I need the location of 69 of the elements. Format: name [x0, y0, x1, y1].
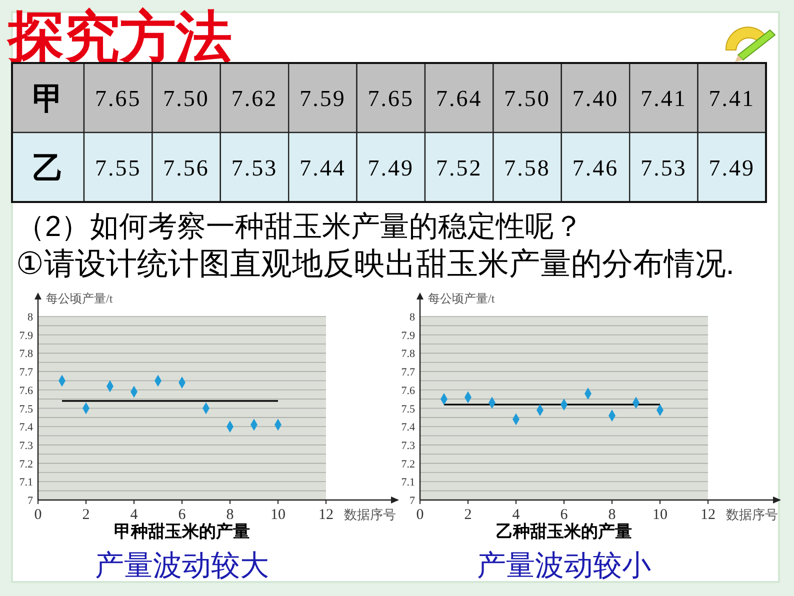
y-tick-label: 7.9 [401, 330, 416, 342]
text: ①请设计统计图直观地反映出甜玉米产量的分布情况. [16, 246, 734, 281]
y-tick-label: 7.4 [401, 422, 416, 434]
x-tick-label: 6 [560, 507, 568, 523]
y-tick-label: 7 [28, 495, 34, 507]
data-label: 7.53 [640, 155, 687, 180]
x-axis-title: 数据序号 [344, 507, 396, 522]
data-label: 7.41 [640, 86, 687, 111]
y-tick-label: 7.2 [401, 458, 415, 470]
data-label: 7.59 [300, 86, 346, 111]
x-tick-label: 6 [178, 507, 186, 523]
y-tick-label: 7.2 [19, 458, 33, 470]
y-tick-label: 7.9 [19, 330, 34, 342]
y-tick-label: 7.8 [19, 348, 34, 360]
data-label: 7.64 [436, 86, 482, 111]
y-tick-label: 7.3 [401, 440, 416, 452]
x-tick-label: 12 [318, 507, 334, 523]
data-label: 7.46 [572, 155, 619, 180]
data-label: 7.56 [163, 155, 210, 180]
y-tick-label: 7.7 [401, 366, 416, 379]
data-label: 7.49 [368, 155, 414, 180]
data-label: 7.65 [368, 86, 414, 111]
data-label: 7.53 [231, 155, 278, 180]
data-label: 7.49 [708, 155, 756, 180]
data-label: 7.55 [94, 155, 142, 180]
x-tick-label: 4 [512, 507, 520, 523]
x-tick-label: 8 [226, 507, 234, 523]
data-label: 7.62 [231, 86, 278, 111]
text: （2）如何考察一种甜玉米产量的稳定性呢？ [16, 211, 584, 243]
y-tick-label: 甲 [32, 80, 64, 116]
x-tick-label: 12 [700, 507, 716, 523]
y-tick-label: 7.1 [19, 476, 33, 489]
text: 甲种甜玉米的产量 [114, 522, 250, 541]
y-tick-label: 8 [410, 312, 416, 324]
data-label: 7.52 [436, 155, 482, 180]
y-tick-label: 7.5 [19, 403, 34, 416]
x-tick-label: 0 [416, 507, 424, 523]
y-tick-label: 7.4 [19, 422, 34, 434]
y-tick-label: 7.7 [19, 366, 34, 379]
text: 探究方法 [6, 7, 232, 69]
x-axis-title: 数据序号 [726, 507, 778, 522]
x-tick-label: 2 [82, 507, 90, 523]
y-tick-label: 7 [410, 495, 416, 507]
data-label: 7.58 [504, 155, 550, 180]
y-tick-label: 乙 [32, 150, 64, 186]
x-tick-label: 10 [270, 507, 286, 523]
x-tick-label: 2 [464, 507, 472, 523]
y-tick-label: 7.5 [401, 403, 416, 416]
data-label: 7.65 [94, 86, 142, 111]
y-tick-label: 8 [28, 312, 34, 324]
text: 产量波动较小 [477, 550, 651, 582]
data-label: 7.40 [572, 86, 619, 111]
data-label: 7.44 [300, 155, 346, 180]
y-tick-label: 7.6 [19, 384, 34, 397]
data-label: 7.50 [163, 86, 210, 111]
data-label: 7.50 [504, 86, 550, 111]
x-tick-label: 8 [608, 507, 616, 523]
y-tick-label: 7.8 [401, 348, 416, 360]
x-tick-label: 10 [652, 507, 668, 523]
y-axis-title: 每公顷产量/t [428, 292, 496, 306]
y-tick-label: 7.6 [401, 384, 416, 397]
y-axis-title: 每公顷产量/t [46, 292, 114, 306]
x-tick-label: 4 [130, 507, 138, 523]
text: 乙种甜玉米的产量 [496, 522, 632, 541]
x-tick-label: 0 [34, 507, 42, 523]
text: 产量波动较大 [95, 550, 269, 582]
y-tick-label: 7.1 [401, 476, 415, 489]
data-label: 7.41 [708, 86, 756, 111]
y-tick-label: 7.3 [19, 440, 34, 452]
